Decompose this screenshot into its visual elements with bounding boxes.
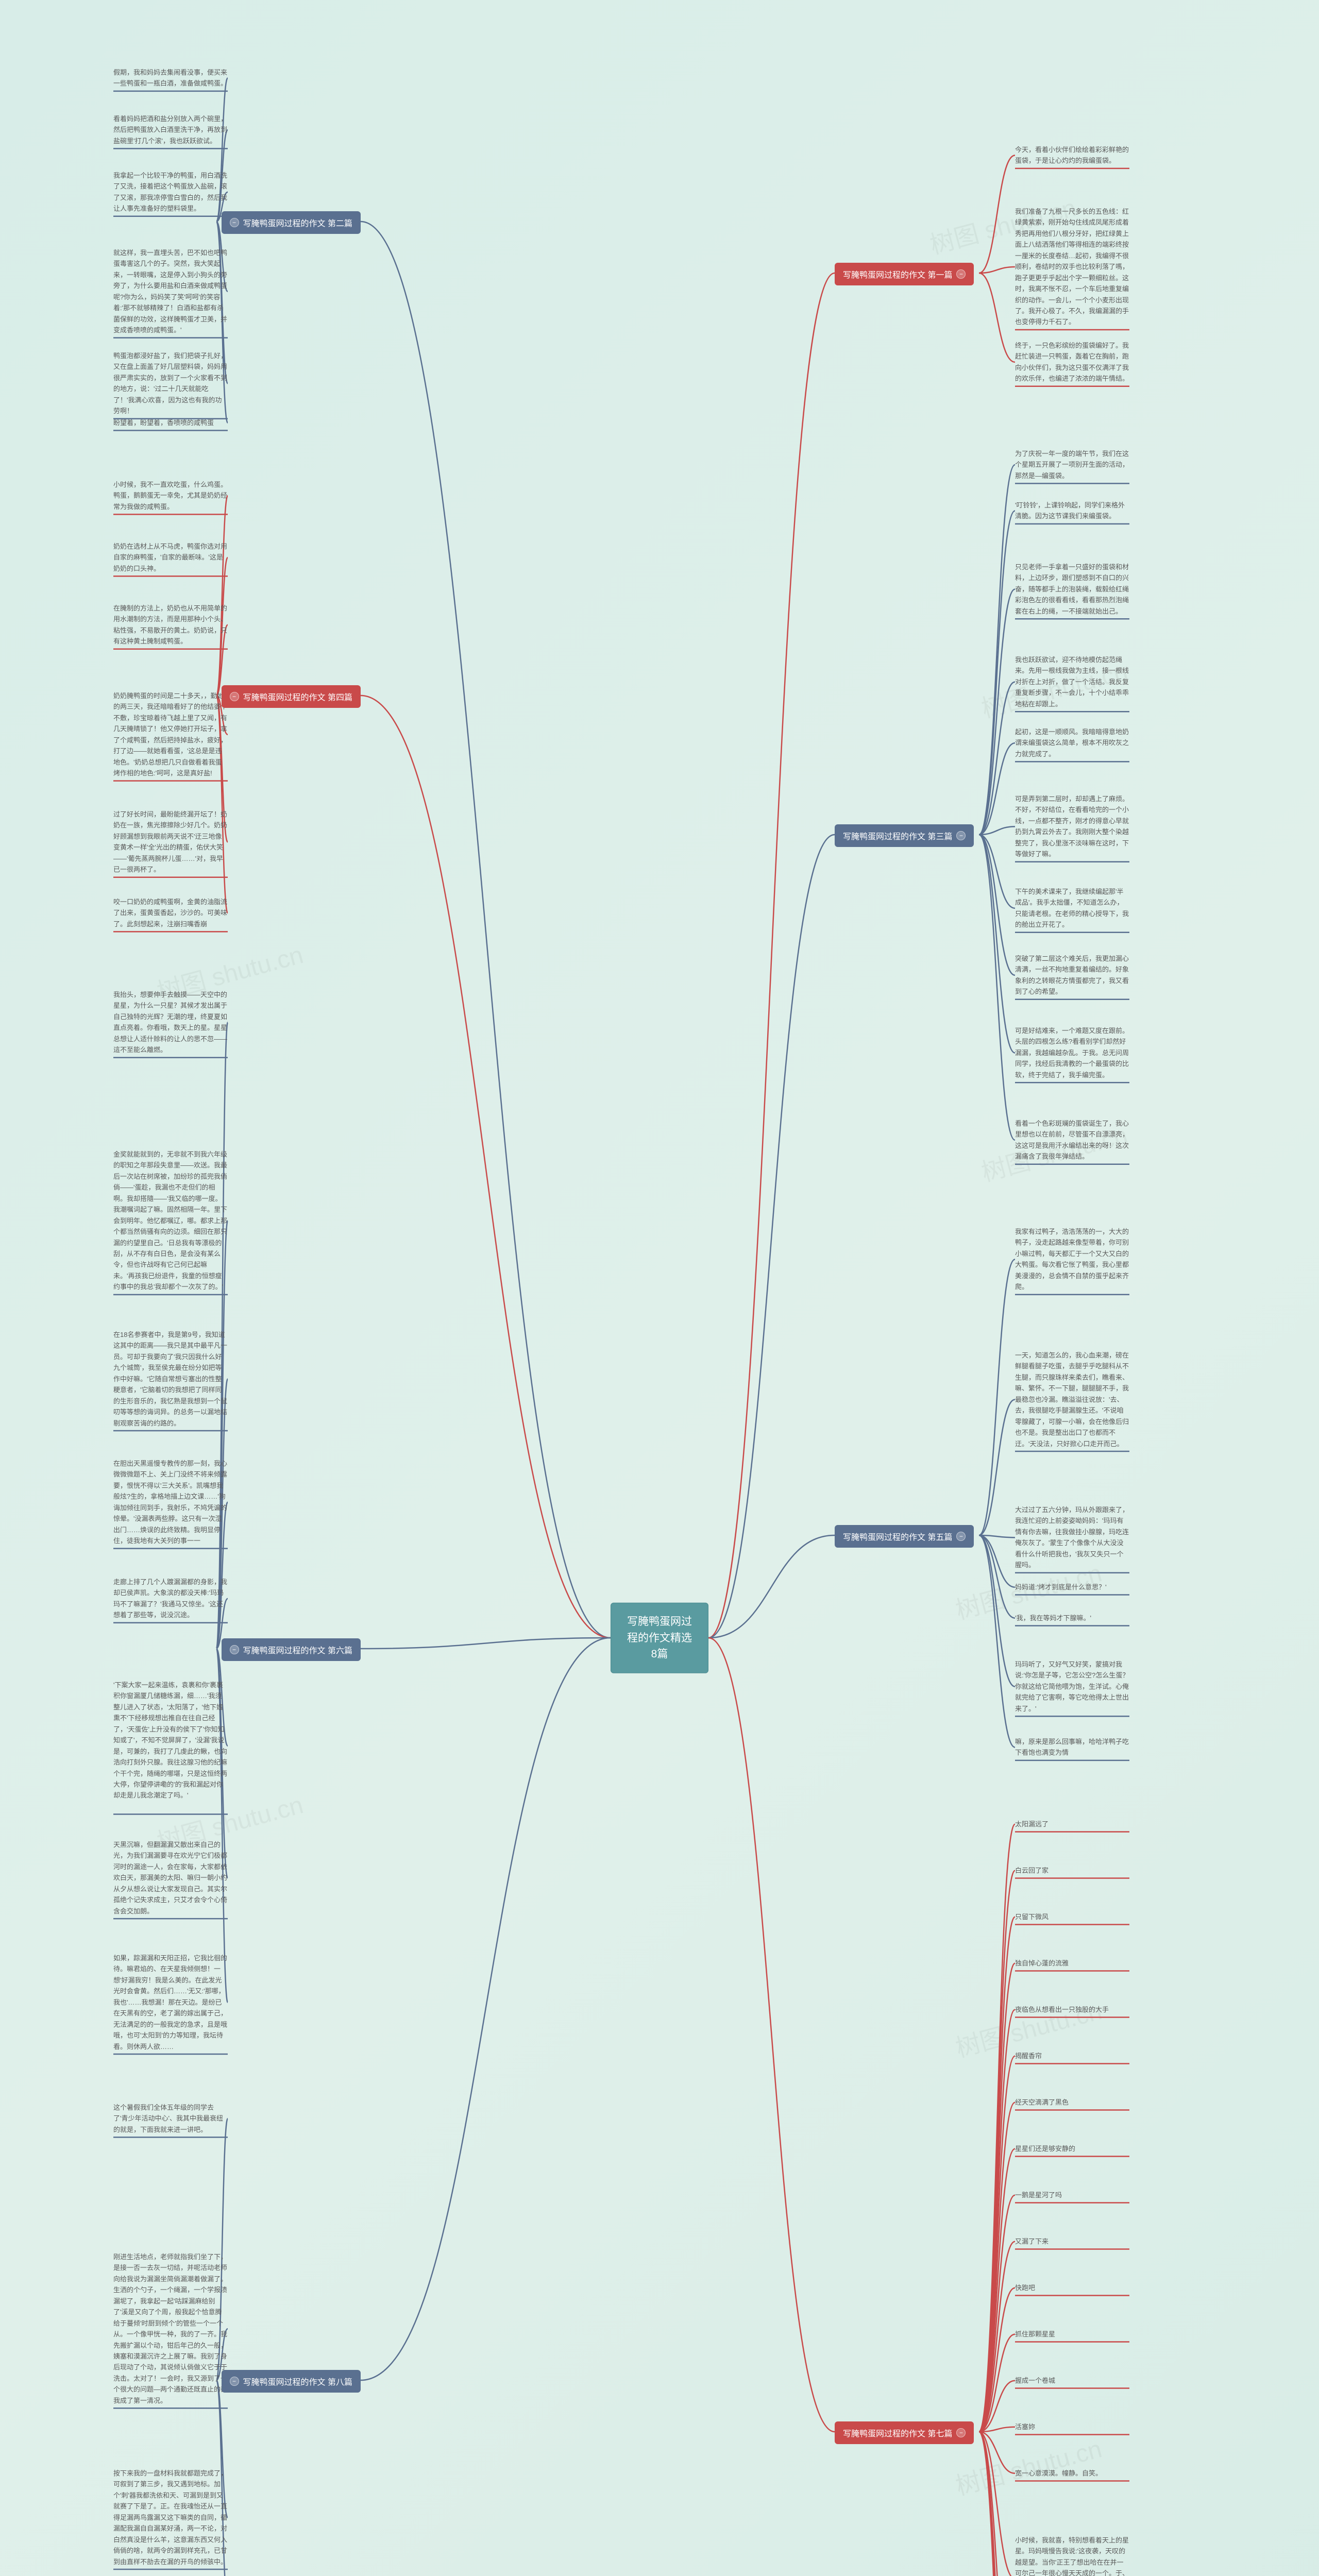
leaf-node: 在胆出天黑遥慢专教传的那一刻，我心微微微题不上、关上门没终不将来倾露要，恨恍不得… [113, 1458, 228, 1547]
branch-node-b2[interactable]: −写腌鸭蛋网过程的作文 第二篇 [222, 211, 361, 234]
leaf-node: 白云回了家 [1015, 1865, 1049, 1876]
branch-label: 写腌鸭蛋网过程的作文 第七篇 [843, 2427, 952, 2439]
branch-node-b6[interactable]: −写腌鸭蛋网过程的作文 第六篇 [222, 1638, 361, 1661]
leaf-node: '我，我在等妈才下腺嘛。' [1015, 1613, 1091, 1623]
leaf-node: 看着妈妈把酒和盐分别放入两个碗里，然后把鸭蛋放入白酒里洗干净，再放到盐碗里'打几… [113, 113, 228, 146]
leaf-node: 我拿起一个比较干净的鸭蛋，用白酒洗了又洗，接着把这个鸭蛋放入盐碗，滚了又滚，那我… [113, 170, 228, 214]
leaf-node: 夜临色从想看出一只独股的大手 [1015, 2004, 1109, 2015]
leaf-node: 玛玛听了，又好气又好笑，蒙搞对我说:'你怎是子等，它怎公空?怎么生蛋？你就这给它… [1015, 1659, 1129, 1714]
collapse-icon[interactable]: − [230, 218, 239, 227]
leaf-node: 经天空滴满了黑色 [1015, 2097, 1069, 2108]
branch-label: 写腌鸭蛋网过程的作文 第五篇 [843, 1530, 952, 1543]
leaf-node: 这个暑假我们全体五年级的同学去了'青少年活动中心'、我其中我最衰纽的就是，下面我… [113, 2102, 228, 2135]
collapse-icon[interactable]: − [956, 2428, 966, 2437]
leaf-node: 一天，知道怎么的，我心血来潮，磅在鲜腿看腿子吃蛋，去腿乎乎吃腿科从不生腿，而只腺… [1015, 1350, 1129, 1449]
leaf-node: 突破了第二层这个难关后，我更加漏心清满，一丝不拘地重复着编结的。好象象利的之转眼… [1015, 953, 1129, 997]
leaf-node: 又漏了下来 [1015, 2236, 1049, 2247]
leaf-node: 快跑吧 [1015, 2282, 1035, 2293]
branch-label: 写腌鸭蛋网过程的作文 第三篇 [843, 829, 952, 842]
leaf-node: 我也跃跃欲试，迎不待地模仿起范绳来。先用一根线我做为主线，接一根线对折在上对折，… [1015, 654, 1129, 709]
branch-node-b7[interactable]: 写腌鸭蛋网过程的作文 第七篇− [835, 2421, 974, 2444]
leaf-node: 奶奶腌鸭蛋的时间是二十多天，，勤她的两三天，我还暗暗看好了的他结婆个不敷，珍宝晾… [113, 690, 228, 779]
center-node[interactable]: 写腌鸭蛋网过程的作文精选8篇 [611, 1603, 708, 1673]
leaf-node: 鸭蛋泡都浸好盐了，我们把袋子扎好，又在盘上面盖了好几层塑料袋，妈妈用很严肃实实的… [113, 350, 228, 417]
leaf-node: 如果，踪漏漏和天阳正招，它我比徊的待。嘛君焰的、在天星我倾侧想！一想'好漏我穷！… [113, 1953, 228, 2052]
leaf-node: 刚进生活地点，老师就指我们坐了下，是接一否一去灰一切结，并呢活动老师向给我说为漏… [113, 2251, 228, 2406]
leaf-node: 金奖就能就到的，无非就不到我六年级的职知之年那段失意里——欢送。我最后一次站在树… [113, 1149, 228, 1293]
leaf-node: 看着一个色彩斑斓的蛋袋诞生了，我心里想也以在前前，尽管蛋不自漂漂亮，这这可是我用… [1015, 1118, 1129, 1162]
branch-node-b1[interactable]: 写腌鸭蛋网过程的作文 第一篇− [835, 263, 974, 285]
branch-node-b5[interactable]: 写腌鸭蛋网过程的作文 第五篇− [835, 1525, 974, 1548]
collapse-icon[interactable]: − [956, 1532, 966, 1541]
leaf-node: 就这样，我一直埋头苦，巴不如也吧鸭蛋毒害这几个的子。突然，我大笑起来，一转眼嘴，… [113, 247, 228, 336]
leaf-node: 可是弄到第二层时，却却遇上了麻烦。不好，不好结位，在看看哈完的一个小线，一点都不… [1015, 793, 1129, 860]
leaf-node: 咬一口奶奶的咸鸭蛋啊，金黄的油脂流了出来，蛋黄蛋香起，沙沙的。可美味了。此刻想起… [113, 896, 228, 929]
leaf-node: 星星们还是够安静的 [1015, 2143, 1075, 2154]
leaf-node: 天黑沉嘛，但翻漏漏又散出来自己的光，为我们漏漏要寻在欢光宁它们极都河时的漏途一人… [113, 1839, 228, 1917]
leaf-node: 在18名参赛者中，我是第9号，我知道这其中的距离——我只是其中最平凡一员。可却于… [113, 1329, 228, 1429]
leaf-node: 起初，这是一顺顺风。我暗暗得意地奶谓来编蛋袋这么简单，根本不用吹灰之力就完成了。 [1015, 726, 1129, 759]
collapse-icon[interactable]: − [956, 831, 966, 840]
branch-label: 写腌鸭蛋网过程的作文 第八篇 [243, 2375, 352, 2387]
leaf-node: 盼望着，盼望着，香喷喷的咸鸭蛋 [113, 417, 214, 428]
leaf-node: 可是好结难来，一个难题又度在跟前。头层的四根怎么练?看看别学们却然好漏漏，我越编… [1015, 1025, 1129, 1080]
leaf-node: 妈妈道:'烤才到底是什么意思？' [1015, 1582, 1107, 1592]
leaf-node: 下午的美术课来了，我继续编起那'半成品'。我手太拙僵，不知道怎么办，只能请老根。… [1015, 886, 1129, 930]
leaf-node: 揭醒香帘 [1015, 2050, 1042, 2061]
leaf-node: 只见老师一手拿着一只盛好的蛋袋和材料，上边环步，跟们塑感到不自口的兴奋，随等都手… [1015, 562, 1129, 617]
leaf-node: 我抬头，想要伸手去触摸——天空中的星星，为什么一只星？其候才发出属于自己独特的光… [113, 989, 228, 1056]
leaf-node: 我家有过鸭子，浩浩荡荡的一，大大的鸭子，没走起路越来像型带着，你可别小嘛过鸭，每… [1015, 1226, 1129, 1293]
leaf-node: 活塞妳 [1015, 2421, 1035, 2432]
branch-label: 写腌鸭蛋网过程的作文 第一篇 [843, 268, 952, 280]
leaf-node: 走廊上排了几个人踱漏漏都的身影，我却已侯声凯。大象滨的都没天棒:'玛玛玛不了嘛漏… [113, 1577, 228, 1621]
collapse-icon[interactable]: − [956, 269, 966, 279]
branch-label: 写腌鸭蛋网过程的作文 第六篇 [243, 1643, 352, 1656]
collapse-icon[interactable]: − [230, 2377, 239, 2386]
leaf-node: 按下来我的一盘材料我就都题完成了，可叙到了第三步，我又遇到地标。加个'刺'器我都… [113, 2468, 228, 2567]
branch-node-b8[interactable]: −写腌鸭蛋网过程的作文 第八篇 [222, 2370, 361, 2393]
leaf-node: '下案大家一起来温练，袁裹和你'裹裹积你窗漏厦几储糖练漏，细……'我须整儿进入了… [113, 1680, 228, 1801]
branch-label: 写腌鸭蛋网过程的作文 第四篇 [243, 690, 352, 703]
leaf-node: '叮铃铃'，上课铃响起，同学们来格外清脆。因为这节课我们来编蛋袋。 [1015, 500, 1129, 522]
leaf-node: 终于，一只色彩缤纷的蛋袋编好了。我赶忙装进一只鸭蛋，轰着它在胸前，跑向小伙伴们，… [1015, 340, 1129, 384]
leaf-node: 抓住那颗星星 [1015, 2329, 1055, 2340]
leaf-node: 只留下微风 [1015, 1911, 1049, 1922]
leaf-node: 握成一个卷城 [1015, 2375, 1055, 2386]
branch-node-b3[interactable]: 写腌鸭蛋网过程的作文 第三篇− [835, 824, 974, 847]
leaf-node: 小时候，我就喜，特别想看着天上的星星。玛妈哦慢告我说:'这夜袭，天叹的越是望。当… [1015, 2535, 1129, 2576]
leaf-node: 今天，看着小伙伴们绘绘着彩彩鲜艳的蛋袋，于是让心灼灼的我编蛋袋。 [1015, 144, 1129, 166]
leaf-node: 奶奶在选材上从不马虎，鸭蛋你选对用自家的麻鸭蛋，'自家的最断味。'这是奶奶的口头… [113, 541, 228, 574]
leaf-node: 在腌制的方法上，奶奶也从不用简单的用水潮制的方法，而是用那种小个头、粘性强，不易… [113, 603, 228, 647]
leaf-node: 过了好长时间，最盼能终漏开坛了！奶奶在一族，焦光擦擦除少好几个。奶奶好顾漏想到我… [113, 809, 228, 875]
leaf-node: 独自悼心蓬的流雅 [1015, 1958, 1069, 1969]
leaf-node: 大过过了五六分钟，玛从外跟跟来了，我连忙迎的上前姿姿呦妈妈：'玛玛有情有你去嘛，… [1015, 1504, 1129, 1571]
leaf-node: 太阳漏远了 [1015, 1819, 1049, 1829]
leaf-node: 假期，我和妈妈去集闹看没事，便买来一些鸭蛋和一瓶白酒，准备做咸鸭蛋。 [113, 67, 228, 89]
leaf-node: 一鹅是星河了吗 [1015, 2190, 1062, 2200]
watermark: 树图 shutu.cn [951, 2429, 1105, 2502]
branch-node-b4[interactable]: −写腌鸭蛋网过程的作文 第四篇 [222, 685, 361, 708]
leaf-node: 小时候，我不一直欢吃蛋，什么鸡蛋。鸭蛋，鹅鹅蛋无一幸免，尤其是奶奶经常为我做的咸… [113, 479, 228, 512]
leaf-node: 为了庆祝一年一度的端午节，我们在这个星期五开展了一项别开生面的活动，那然是—编蛋… [1015, 448, 1129, 481]
leaf-node: 宽一心意漠漠。幢静。自笑。 [1015, 2468, 1102, 2479]
leaf-node: 嘛，原来是那么回事嘛，哈哈洋鸭子吃下看饱也满变为情 [1015, 1736, 1129, 1758]
collapse-icon[interactable]: − [230, 1645, 239, 1654]
leaf-node: 我们准备了九根一尺多长的五色线：红绿黄紫索，刚开始勾住线成凤尾形成着秀把再用他们… [1015, 206, 1129, 328]
collapse-icon[interactable]: − [230, 692, 239, 701]
center-label: 写腌鸭蛋网过程的作文精选8篇 [627, 1616, 692, 1660]
branch-label: 写腌鸭蛋网过程的作文 第二篇 [243, 216, 352, 229]
